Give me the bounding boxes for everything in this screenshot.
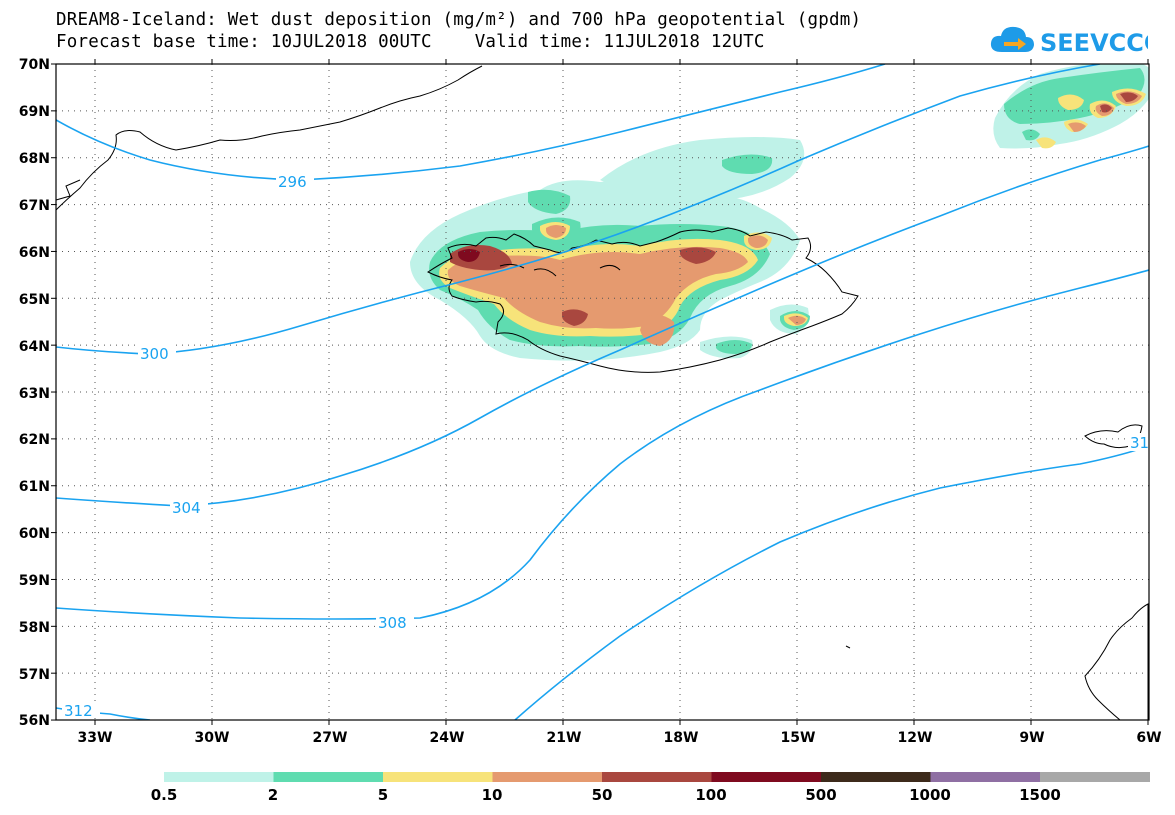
colorbar-label-500: 500 — [805, 786, 836, 804]
lon-label-21w: 21W — [547, 730, 582, 746]
colorbar-label-10: 10 — [482, 786, 503, 804]
colorbar-swatch — [711, 772, 822, 782]
lat-label-60n: 60N — [19, 526, 50, 542]
colorbar-swatch — [821, 772, 931, 782]
lon-label-9w: 9W — [1019, 730, 1044, 746]
coastlines — [55, 65, 1149, 721]
contour-label-316-partial: 31 — [1130, 434, 1149, 452]
colorbar-label-0.5: 0.5 — [151, 786, 178, 804]
contour-label-308: 308 — [378, 614, 407, 632]
colorbar-label-1500: 1500 — [1019, 786, 1061, 804]
colorbar-label-50: 50 — [592, 786, 613, 804]
logo-text: SEEVCCC — [1040, 29, 1148, 57]
colorbar-label-1000: 1000 — [909, 786, 951, 804]
colorbar-swatch — [273, 772, 384, 782]
lat-label-58n: 58N — [19, 620, 50, 636]
lat-label-59n: 59N — [19, 573, 50, 589]
lon-label-27w: 27W — [313, 730, 348, 746]
colorbar-labels: 0.5 2 5 10 50 100 500 1000 1500 — [151, 786, 1061, 804]
lat-label-62n: 62N — [19, 432, 50, 448]
lat-label-68n: 68N — [19, 151, 50, 167]
lat-label-61n: 61N — [19, 479, 50, 495]
colorbar-swatch — [164, 772, 274, 782]
lon-label-12w: 12W — [898, 730, 933, 746]
contour-label-296: 296 — [278, 173, 307, 191]
lat-label-70n: 70N — [19, 57, 50, 73]
lon-label-15w: 15W — [781, 730, 816, 746]
contour-label-312: 312 — [64, 702, 93, 720]
lat-label-63n: 63N — [19, 386, 50, 402]
colorbar-label-5: 5 — [378, 786, 388, 804]
colorbar — [164, 772, 1150, 782]
lon-label-33w: 33W — [78, 730, 113, 746]
lon-label-6w: 6W — [1136, 730, 1161, 746]
lat-label-56n: 56N — [19, 713, 50, 729]
dust-deposition-field — [410, 64, 1149, 361]
deposition-level-100 — [458, 249, 480, 262]
contour-labels: 296 300 304 308 312 31 — [62, 172, 1149, 720]
graticule — [56, 64, 1149, 720]
colorbar-label-100: 100 — [695, 786, 726, 804]
lat-label-67n: 67N — [19, 198, 50, 214]
colorbar-swatch — [1040, 772, 1150, 782]
contour-label-300: 300 — [140, 345, 169, 363]
latitude-labels: 70N 69N 68N 67N 66N 65N 64N 63N 62N 61N … — [19, 57, 50, 729]
lat-label-57n: 57N — [19, 667, 50, 683]
lon-label-30w: 30W — [195, 730, 230, 746]
lon-label-18w: 18W — [664, 730, 699, 746]
geopotential-contours — [56, 64, 1149, 720]
cloud-arrow-icon — [990, 26, 1034, 52]
map-title-line1: DREAM8-Iceland: Wet dust deposition (mg/… — [56, 10, 862, 30]
lat-label-66n: 66N — [19, 245, 50, 261]
lat-label-64n: 64N — [19, 339, 50, 355]
colorbar-swatch — [930, 772, 1041, 782]
lat-label-69n: 69N — [19, 104, 50, 120]
colorbar-swatch — [383, 772, 493, 782]
lat-label-65n: 65N — [19, 292, 50, 308]
colorbar-label-2: 2 — [268, 786, 278, 804]
colorbar-swatch — [492, 772, 603, 782]
contour-label-304: 304 — [172, 499, 201, 517]
lon-label-24w: 24W — [430, 730, 465, 746]
seevccc-logo: SEEVCCC — [990, 26, 1148, 57]
axis-ticks — [51, 59, 1149, 725]
colorbar-swatch — [602, 772, 712, 782]
map-title-line2: Forecast base time: 10JUL2018 00UTC Vali… — [56, 32, 765, 52]
longitude-labels: 33W 30W 27W 24W 21W 18W 15W 12W 9W 6W — [78, 730, 1162, 746]
